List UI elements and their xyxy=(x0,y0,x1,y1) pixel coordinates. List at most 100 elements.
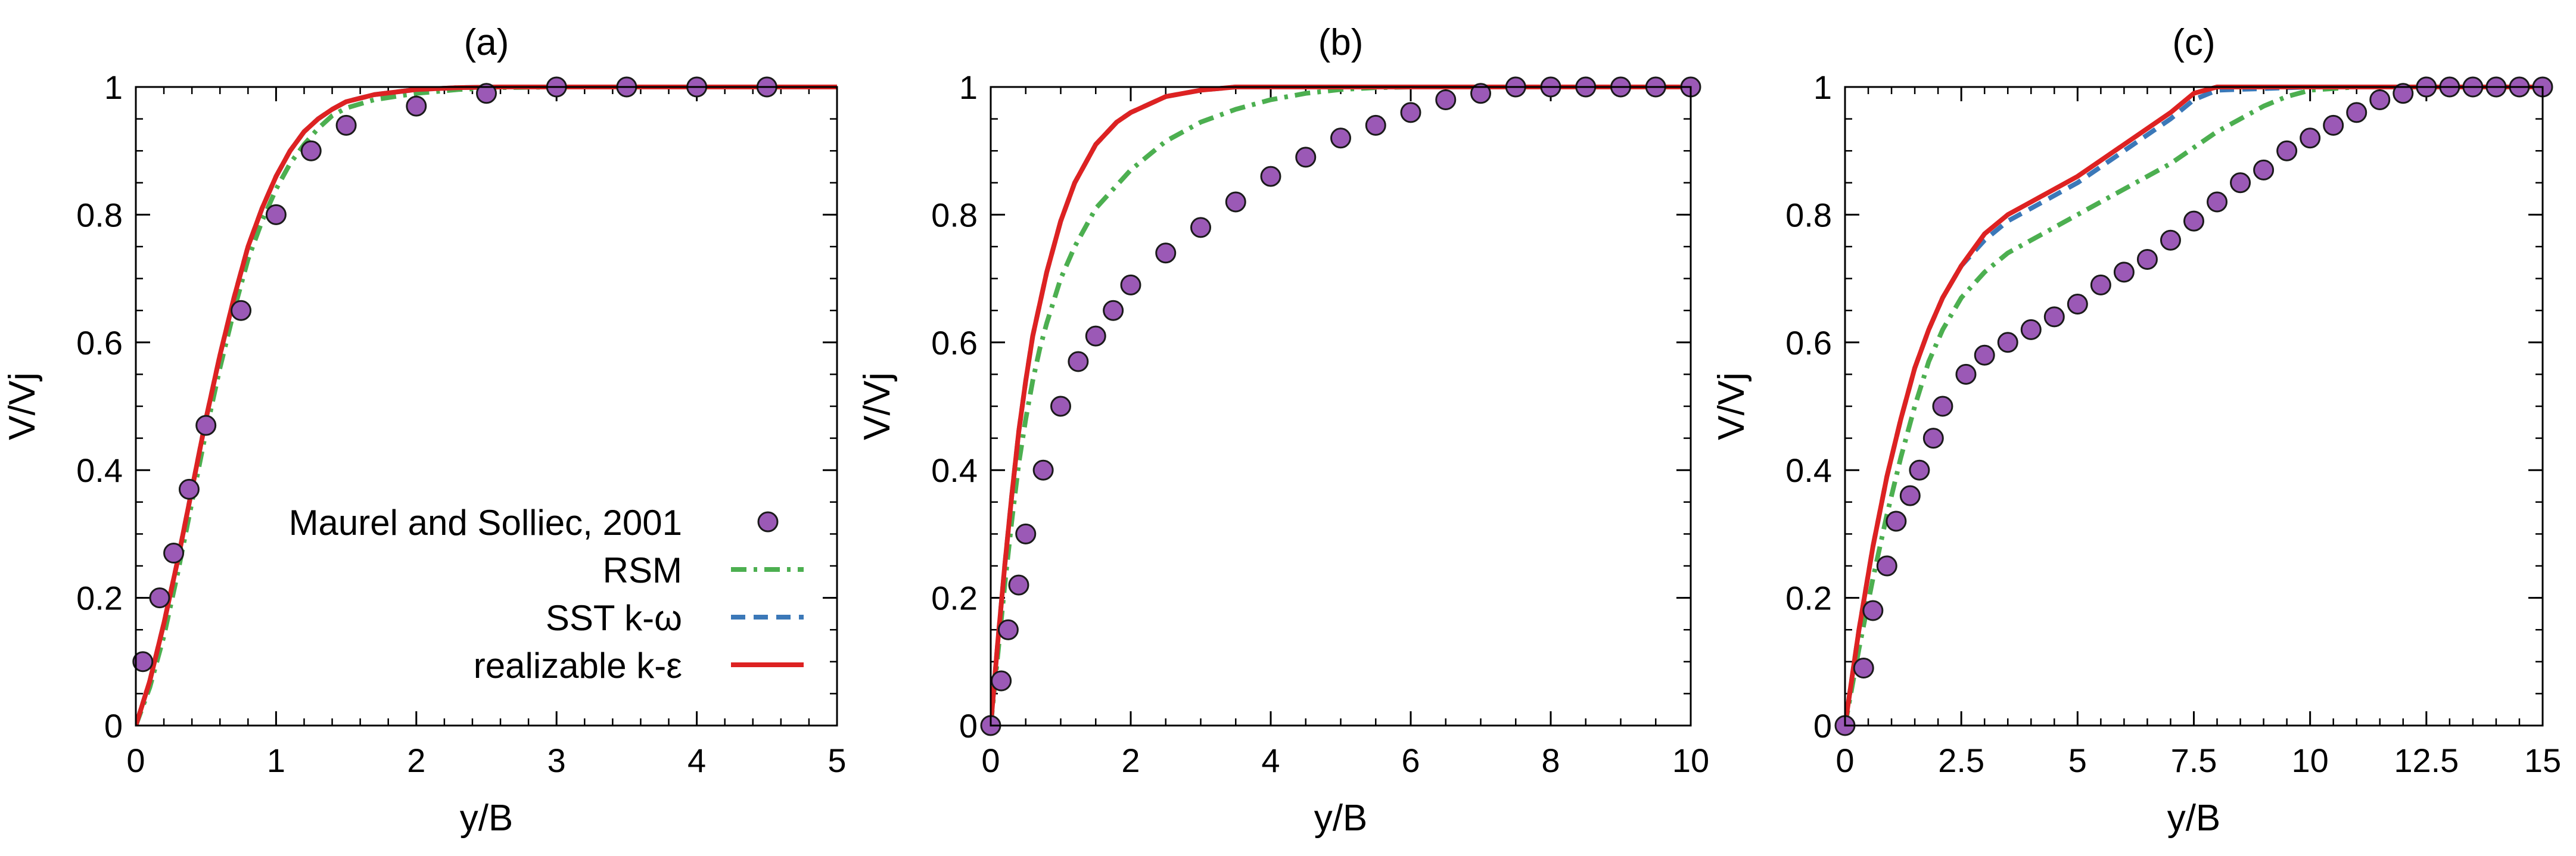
y-tick-label: 0.2 xyxy=(931,580,978,617)
data-point xyxy=(1435,89,1457,110)
data-point xyxy=(2113,262,2135,283)
data-point xyxy=(1974,344,1995,366)
legend-label-sst: SST k-ω xyxy=(546,598,682,638)
x-tick-label: 10 xyxy=(1672,742,1709,779)
data-point xyxy=(1470,83,1491,104)
data-point xyxy=(1103,300,1124,321)
data-point xyxy=(476,83,497,104)
y-tick-label: 0.6 xyxy=(1785,324,1832,362)
data-point xyxy=(2253,159,2275,180)
panel-1: 0 1 2 3 4 5 0 0.2 0.4 0.6 0.8 1 (a) y/B V/Vj xyxy=(2,22,847,839)
data-point xyxy=(132,651,154,673)
panel-title: (b) xyxy=(1318,22,1364,63)
panel-title: (c) xyxy=(2172,22,2215,63)
y-tick-label: 1 xyxy=(1813,69,1832,106)
y-tick-label: 0.6 xyxy=(931,324,978,362)
panel-3: 0 2.5 5 7.5 10 12.5 15 0 0.2 0.4 0.6 0.8 1 (c) y/B V/Vj xyxy=(1711,22,2561,839)
x-tick-label: 4 xyxy=(687,742,706,779)
x-axis-label: y/B xyxy=(1314,798,1368,839)
data-point xyxy=(1997,332,2018,353)
data-point xyxy=(149,587,170,609)
legend-label-maurel: Maurel and Solliec, 2001 xyxy=(289,503,682,543)
legend-entry-sst: SST k-ω xyxy=(546,598,804,638)
series-line-sst xyxy=(991,85,1691,726)
y-tick-label: 0.8 xyxy=(1785,196,1832,234)
plot-frame xyxy=(135,86,838,727)
data-point xyxy=(231,300,252,321)
series-line-rsm xyxy=(136,85,837,726)
data-point xyxy=(2043,306,2065,328)
data-point xyxy=(1876,555,1897,577)
x-tick-label: 10 xyxy=(2292,742,2329,779)
data-point xyxy=(1955,363,1977,385)
data-point xyxy=(265,204,287,225)
data-point xyxy=(2160,229,2181,251)
x-axis-label: y/B xyxy=(460,798,514,839)
series-line-rsm xyxy=(991,85,1691,726)
data-point xyxy=(1008,574,1029,596)
series-line-realizable xyxy=(136,85,837,726)
y-tick-label: 1 xyxy=(959,69,978,106)
data-point xyxy=(178,478,200,500)
y-tick-label: 0 xyxy=(959,707,978,745)
data-point xyxy=(1225,191,1246,213)
data-point xyxy=(2323,114,2344,136)
series-line-sst xyxy=(136,85,837,726)
y-tick-label: 0.2 xyxy=(1785,580,1832,617)
data-point xyxy=(195,415,217,436)
x-tick-label: 12.5 xyxy=(2394,742,2459,779)
y-tick-label: 1 xyxy=(104,69,123,106)
data-point xyxy=(1190,217,1211,238)
data-point xyxy=(1862,600,1884,621)
data-point xyxy=(2067,293,2088,315)
legend: Maurel and Solliec, 2001 RSM SST k-ω rea… xyxy=(289,503,804,686)
x-tick-label: 2.5 xyxy=(1938,742,1984,779)
panel-2: 0 2 4 6 8 10 0 0.2 0.4 0.6 0.8 1 (b) y/B V/Vj xyxy=(857,22,1709,839)
data-point xyxy=(991,670,1012,692)
x-tick-label: 15 xyxy=(2524,742,2561,779)
x-tick-label: 1 xyxy=(267,742,285,779)
data-point xyxy=(2183,210,2204,232)
x-tick-label: 0 xyxy=(981,742,1000,779)
plot-frame xyxy=(990,86,1692,727)
x-tick-label: 7.5 xyxy=(2171,742,2217,779)
data-point xyxy=(1085,325,1106,347)
data-point xyxy=(1260,166,1281,187)
data-point xyxy=(1330,127,1351,149)
data-point xyxy=(1922,428,1944,449)
y-tick-label: 0.4 xyxy=(76,452,123,489)
data-point xyxy=(1120,274,1141,295)
data-point xyxy=(335,114,357,136)
x-tick-label: 6 xyxy=(1401,742,1420,779)
x-tick-label: 5 xyxy=(827,742,846,779)
y-axis-label: V/Vj xyxy=(2,372,43,440)
data-point xyxy=(1909,459,1930,481)
y-tick-label: 0.4 xyxy=(1785,452,1832,489)
data-point xyxy=(1932,396,1953,417)
x-tick-label: 3 xyxy=(547,742,566,779)
data-point xyxy=(2346,102,2367,123)
legend-label-realizable: realizable k-ε xyxy=(474,646,682,686)
data-point xyxy=(2369,89,2391,110)
x-tick-label: 0 xyxy=(1835,742,1854,779)
series-line-realizable xyxy=(991,85,1691,726)
x-tick-label: 8 xyxy=(1541,742,1560,779)
legend-label-rsm: RSM xyxy=(603,550,682,590)
panel-title: (a) xyxy=(464,22,509,63)
data-point xyxy=(1050,396,1071,417)
legend-entry-realizable: realizable k-ε xyxy=(474,646,804,686)
legend-entry-maurel: Maurel and Solliec, 2001 xyxy=(289,503,779,543)
y-tick-label: 0.8 xyxy=(76,196,123,234)
data-point xyxy=(2207,191,2228,213)
legend-entry-rsm: RSM xyxy=(603,550,804,590)
data-point xyxy=(2393,83,2414,104)
data-point xyxy=(1365,114,1386,136)
data-point xyxy=(2136,248,2158,270)
data-point xyxy=(2230,172,2251,194)
y-tick-label: 0 xyxy=(104,707,123,745)
y-tick-label: 0.2 xyxy=(76,580,123,617)
data-point xyxy=(2090,274,2111,295)
x-tick-label: 5 xyxy=(2068,742,2087,779)
y-axis-label: V/Vj xyxy=(1711,372,1752,440)
